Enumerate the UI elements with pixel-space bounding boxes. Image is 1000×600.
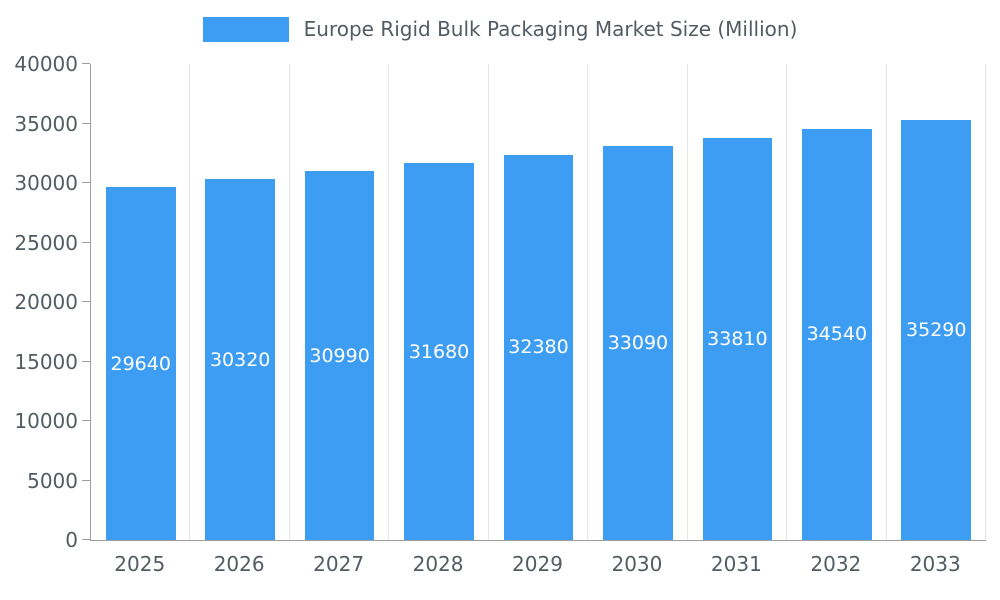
gridline bbox=[885, 64, 887, 540]
y-tick-mark bbox=[82, 360, 90, 362]
y-axis: 0 5000 10000 15000 20000 25000 30000 35000 40000 bbox=[0, 52, 78, 552]
y-tick-label: 25000 bbox=[14, 230, 78, 255]
bar-2033[interactable]: 35290 bbox=[901, 120, 972, 540]
bar-2025[interactable]: 29640 bbox=[105, 187, 176, 540]
bar-2030[interactable]: 33090 bbox=[603, 146, 673, 540]
y-tick-label: 20000 bbox=[14, 290, 78, 314]
legend-swatch bbox=[202, 16, 289, 42]
y-tick-mark bbox=[82, 479, 90, 481]
gridline bbox=[985, 64, 986, 540]
legend: Europe Rigid Bulk Packaging Market Size … bbox=[0, 14, 1000, 44]
y-tick-label: 35000 bbox=[14, 111, 78, 136]
x-tick-label: 2025 bbox=[114, 552, 166, 576]
bar-2028[interactable]: 31680 bbox=[404, 163, 474, 540]
y-tick-mark bbox=[82, 182, 90, 183]
gridline bbox=[487, 64, 489, 540]
x-tick-label: 2033 bbox=[909, 552, 961, 576]
y-tick-mark bbox=[82, 420, 90, 421]
x-tick-label: 2028 bbox=[412, 552, 464, 576]
y-tick-mark bbox=[82, 301, 90, 302]
bar-2027[interactable]: 30990 bbox=[304, 171, 375, 540]
y-tick-mark bbox=[82, 241, 90, 243]
bar-value-label: 34540 bbox=[806, 323, 868, 346]
bar-value-label: 29640 bbox=[110, 352, 171, 375]
bar-2029[interactable]: 32380 bbox=[503, 154, 574, 540]
legend-label: Europe Rigid Bulk Packaging Market Size … bbox=[303, 17, 798, 41]
bar-value-label: 30990 bbox=[309, 344, 370, 367]
bar-value-label: 35290 bbox=[906, 319, 967, 342]
gridline bbox=[189, 64, 191, 540]
x-tick-label: 2029 bbox=[512, 552, 563, 576]
x-tick-label: 2031 bbox=[710, 552, 762, 576]
x-tick-label: 2030 bbox=[611, 552, 663, 576]
gridline bbox=[288, 64, 290, 540]
gridline bbox=[587, 64, 589, 540]
y-tick-label: 30000 bbox=[14, 171, 78, 195]
bar-value-label: 33810 bbox=[707, 327, 768, 350]
y-tick-mark bbox=[82, 539, 90, 540]
y-tick-mark bbox=[82, 122, 90, 124]
y-tick-label: 40000 bbox=[14, 52, 78, 76]
plot-area: 29640 30320 30990 31680 32380 33090 33810 34540… bbox=[82, 63, 986, 541]
y-tick-label: 15000 bbox=[14, 349, 78, 374]
x-tick-label: 2026 bbox=[213, 552, 265, 576]
bar-value-label: 30320 bbox=[209, 348, 271, 371]
y-tick-mark bbox=[82, 63, 90, 64]
bar-2026[interactable]: 30320 bbox=[205, 179, 275, 540]
bar-value-label: 33090 bbox=[607, 332, 669, 355]
gridline bbox=[686, 64, 688, 540]
y-tick-label: 10000 bbox=[14, 409, 78, 433]
x-tick-label: 2032 bbox=[810, 552, 862, 576]
gridline bbox=[388, 64, 390, 540]
y-tick-label: 0 bbox=[65, 528, 78, 552]
bar-value-label: 31680 bbox=[408, 340, 470, 363]
y-tick-label: 5000 bbox=[27, 468, 78, 493]
bar-value-label: 32380 bbox=[508, 336, 569, 359]
bar-2032[interactable]: 34540 bbox=[802, 128, 872, 540]
gridline bbox=[786, 64, 788, 540]
x-axis: 2025 2026 2027 2028 2029 2030 2031 2032 2033 bbox=[90, 552, 985, 582]
x-tick-label: 2027 bbox=[313, 552, 365, 576]
bar-2031[interactable]: 33810 bbox=[702, 137, 773, 540]
